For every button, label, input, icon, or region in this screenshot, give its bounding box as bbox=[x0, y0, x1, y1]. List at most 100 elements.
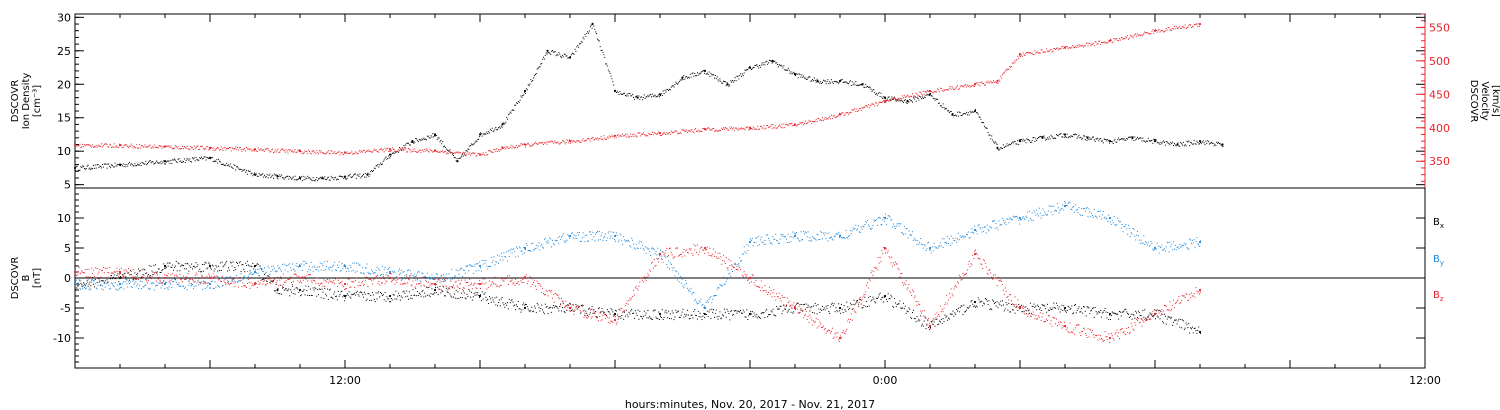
data-point bbox=[548, 307, 550, 309]
data-point bbox=[903, 101, 904, 103]
data-point bbox=[374, 149, 376, 151]
data-point bbox=[994, 141, 996, 143]
data-point bbox=[1195, 330, 1197, 332]
data-point bbox=[1056, 47, 1058, 49]
data-point bbox=[260, 148, 262, 150]
data-point bbox=[641, 96, 643, 98]
data-point bbox=[675, 309, 677, 311]
data-point bbox=[370, 273, 372, 275]
data-point bbox=[1056, 305, 1058, 307]
right-axis-title-line: [km/s] bbox=[1490, 85, 1500, 117]
data-point bbox=[411, 141, 413, 143]
data-point bbox=[99, 165, 101, 167]
data-point bbox=[783, 123, 785, 125]
data-point bbox=[1183, 27, 1185, 29]
data-point bbox=[938, 102, 940, 104]
data-point bbox=[400, 149, 402, 151]
data-point bbox=[463, 152, 465, 154]
data-point bbox=[996, 82, 998, 84]
data-point bbox=[374, 272, 376, 274]
data-point bbox=[985, 81, 987, 83]
data-point bbox=[725, 85, 727, 87]
data-point bbox=[319, 262, 321, 264]
data-point bbox=[420, 140, 422, 142]
data-point bbox=[798, 312, 800, 314]
data-point bbox=[867, 306, 868, 308]
data-point bbox=[564, 312, 566, 314]
data-point bbox=[130, 286, 132, 288]
data-point bbox=[110, 287, 112, 289]
data-point bbox=[1019, 55, 1021, 57]
data-point bbox=[489, 132, 490, 134]
data-point bbox=[210, 147, 212, 149]
data-point bbox=[374, 301, 376, 303]
data-point bbox=[362, 267, 364, 269]
data-point bbox=[1134, 136, 1136, 138]
data-point bbox=[1190, 141, 1192, 143]
data-point bbox=[788, 242, 790, 244]
data-point bbox=[588, 137, 589, 139]
data-point bbox=[537, 67, 539, 69]
data-point bbox=[305, 151, 307, 153]
data-point bbox=[507, 260, 508, 262]
data-point bbox=[140, 165, 142, 167]
data-point bbox=[117, 163, 119, 165]
data-point bbox=[1040, 309, 1042, 311]
data-point bbox=[885, 213, 886, 215]
data-point bbox=[883, 216, 887, 220]
data-point bbox=[266, 275, 268, 277]
data-point bbox=[601, 138, 603, 140]
data-point bbox=[479, 297, 481, 299]
data-point bbox=[694, 72, 696, 74]
data-point bbox=[583, 236, 585, 238]
data-point bbox=[392, 152, 394, 154]
data-point bbox=[954, 312, 956, 314]
data-point bbox=[84, 288, 86, 290]
data-point bbox=[669, 131, 670, 133]
data-point bbox=[111, 146, 113, 148]
data-point bbox=[859, 84, 861, 86]
data-point bbox=[876, 219, 877, 221]
data-point bbox=[1052, 50, 1054, 52]
data-point bbox=[516, 102, 517, 104]
data-point bbox=[281, 148, 283, 150]
data-point bbox=[465, 265, 467, 267]
data-point bbox=[754, 64, 756, 66]
data-point bbox=[734, 127, 736, 129]
data-point bbox=[874, 91, 876, 93]
data-point bbox=[368, 293, 370, 295]
data-point bbox=[152, 145, 154, 147]
left-tick-label: 25 bbox=[57, 45, 71, 58]
data-point bbox=[394, 151, 396, 153]
data-point bbox=[570, 142, 571, 144]
data-point bbox=[473, 265, 475, 267]
data-point bbox=[319, 151, 321, 153]
data-point bbox=[73, 144, 77, 147]
data-point bbox=[895, 306, 897, 308]
data-point bbox=[163, 146, 165, 148]
data-point bbox=[149, 274, 151, 276]
data-point bbox=[1002, 74, 1003, 76]
data-point bbox=[582, 138, 584, 140]
data-point bbox=[952, 113, 954, 115]
data-point bbox=[243, 276, 245, 278]
data-point bbox=[785, 308, 787, 310]
data-point bbox=[1065, 46, 1067, 48]
data-point bbox=[875, 93, 877, 95]
data-point bbox=[528, 143, 530, 145]
data-point bbox=[510, 300, 512, 302]
data-point bbox=[825, 305, 827, 307]
data-point bbox=[927, 94, 929, 96]
data-point bbox=[981, 300, 983, 302]
data-point bbox=[991, 82, 993, 84]
data-point bbox=[572, 237, 574, 239]
data-point bbox=[995, 305, 997, 307]
data-point bbox=[274, 149, 276, 151]
data-point bbox=[302, 260, 304, 262]
data-point bbox=[407, 270, 409, 272]
data-point bbox=[686, 129, 688, 131]
data-point bbox=[706, 72, 708, 74]
data-point bbox=[784, 308, 786, 310]
data-point bbox=[376, 266, 378, 268]
data-point bbox=[364, 172, 366, 174]
